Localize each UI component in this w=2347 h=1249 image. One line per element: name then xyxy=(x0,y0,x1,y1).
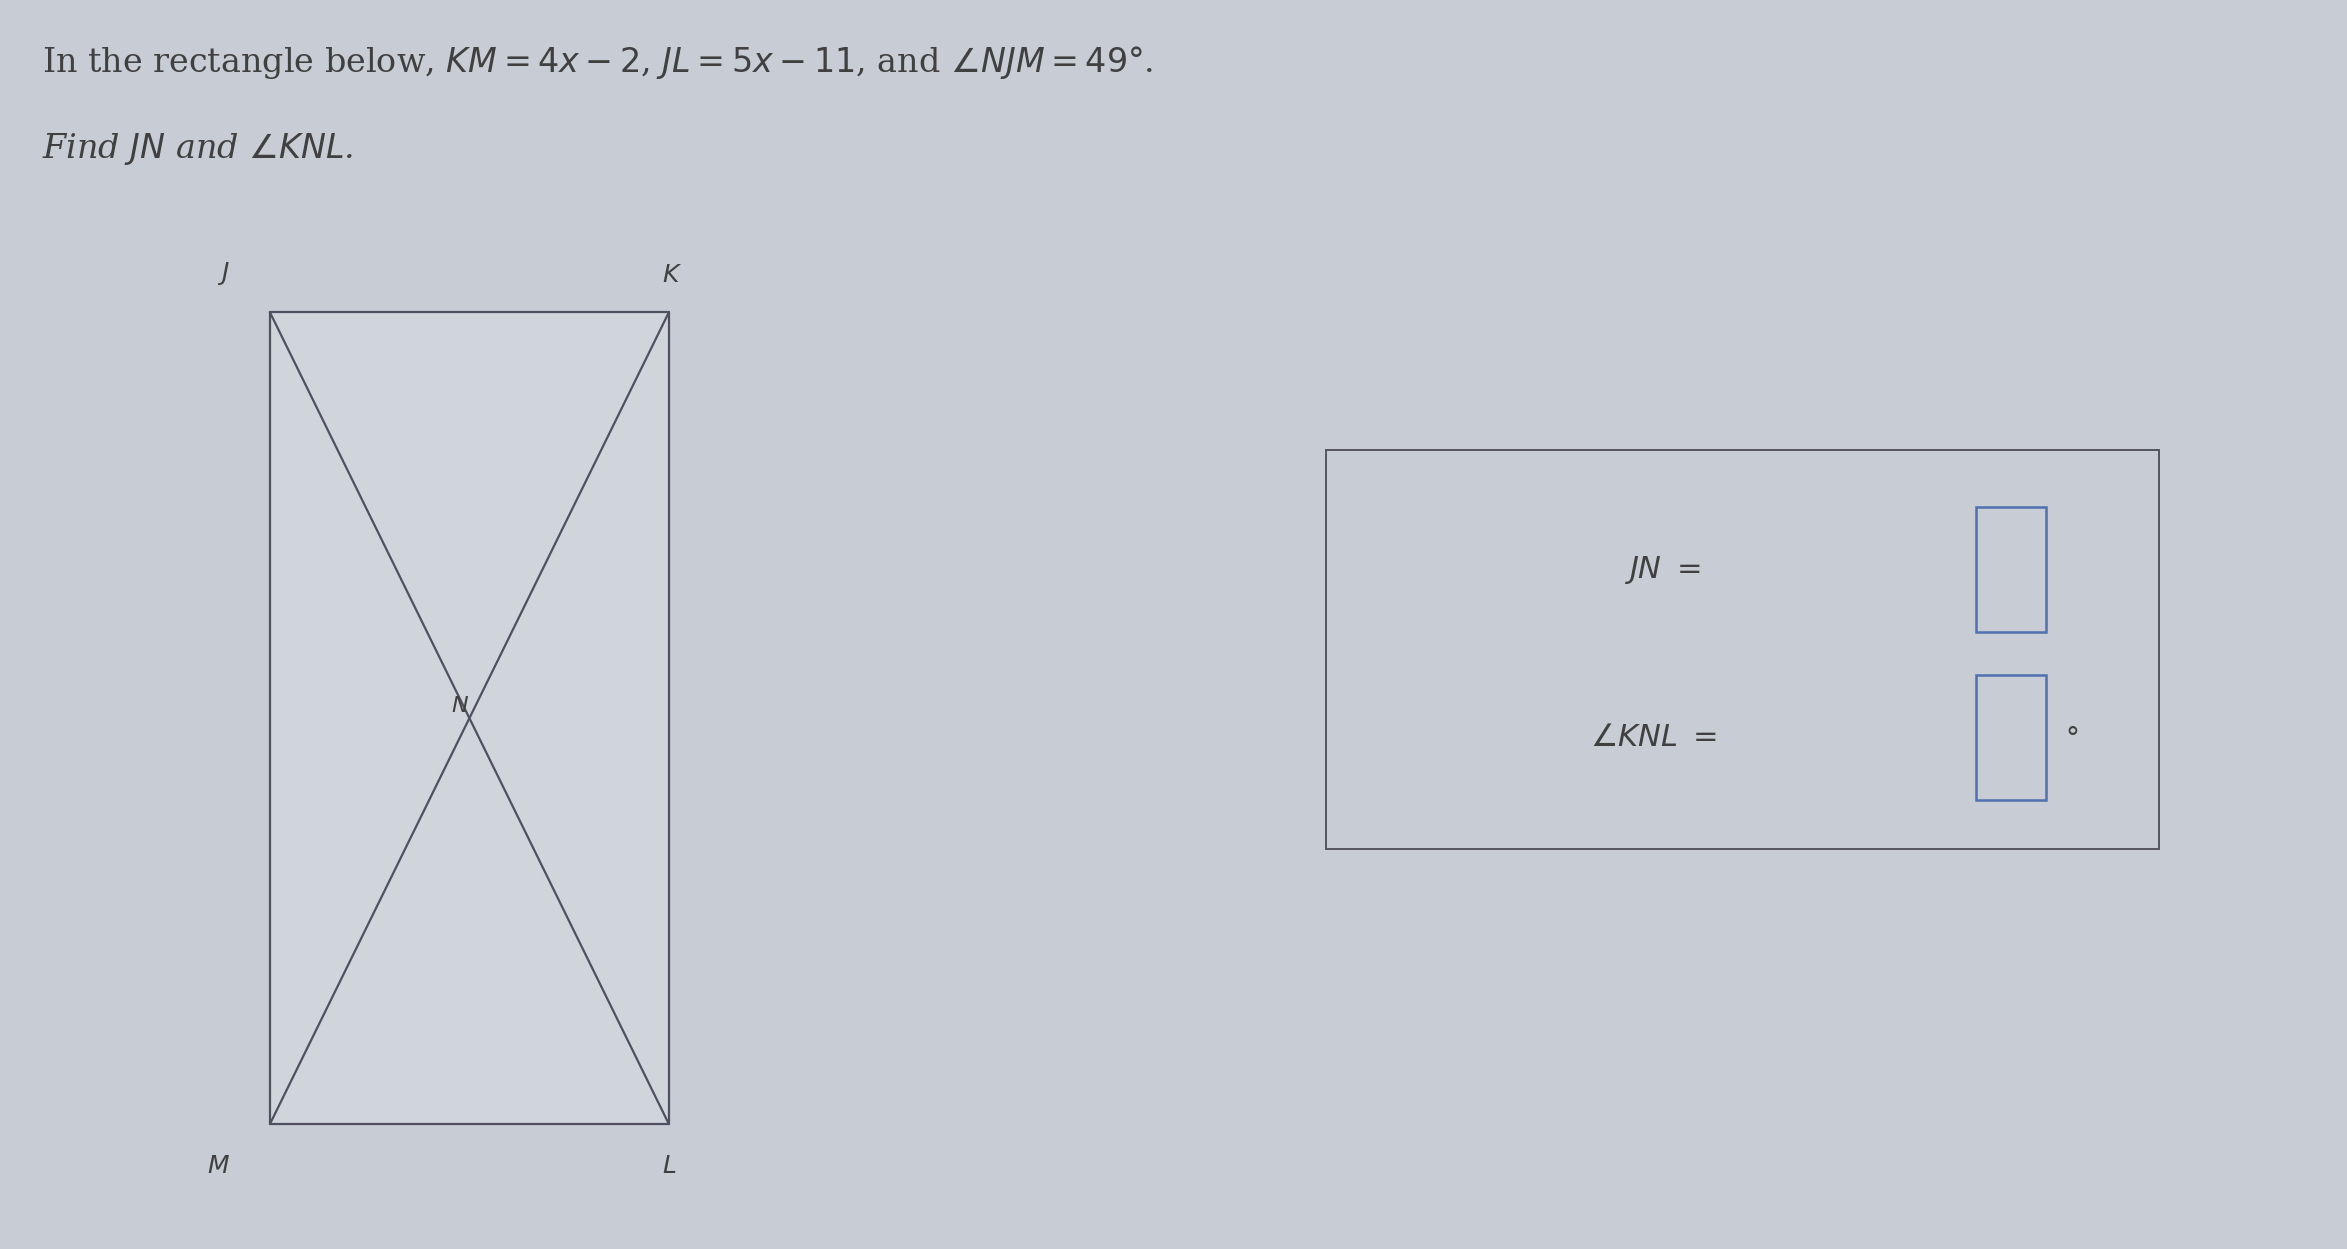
Text: Find $JN$ and $\angle KNL$.: Find $JN$ and $\angle KNL$. xyxy=(42,131,354,167)
Bar xyxy=(270,312,669,1124)
Bar xyxy=(1976,507,2047,632)
Text: $\angle KNL\ =$: $\angle KNL\ =$ xyxy=(1591,722,1718,753)
Text: $\mathit{N}$: $\mathit{N}$ xyxy=(451,694,469,717)
Text: $\mathit{M}$: $\mathit{M}$ xyxy=(207,1155,230,1178)
Bar xyxy=(1976,674,2047,799)
Bar xyxy=(1326,450,2159,849)
Text: $JN\ =$: $JN\ =$ xyxy=(1624,553,1702,586)
Text: $\mathit{L}$: $\mathit{L}$ xyxy=(662,1155,676,1178)
Text: $\mathit{J}$: $\mathit{J}$ xyxy=(218,260,230,287)
Text: $°$: $°$ xyxy=(2065,724,2079,751)
Text: $\mathit{K}$: $\mathit{K}$ xyxy=(662,265,683,287)
Text: In the rectangle below, $KM=4x-2$, $JL=5x-11$, and $\angle NJM=49\degree$.: In the rectangle below, $KM=4x-2$, $JL=5… xyxy=(42,44,1155,81)
